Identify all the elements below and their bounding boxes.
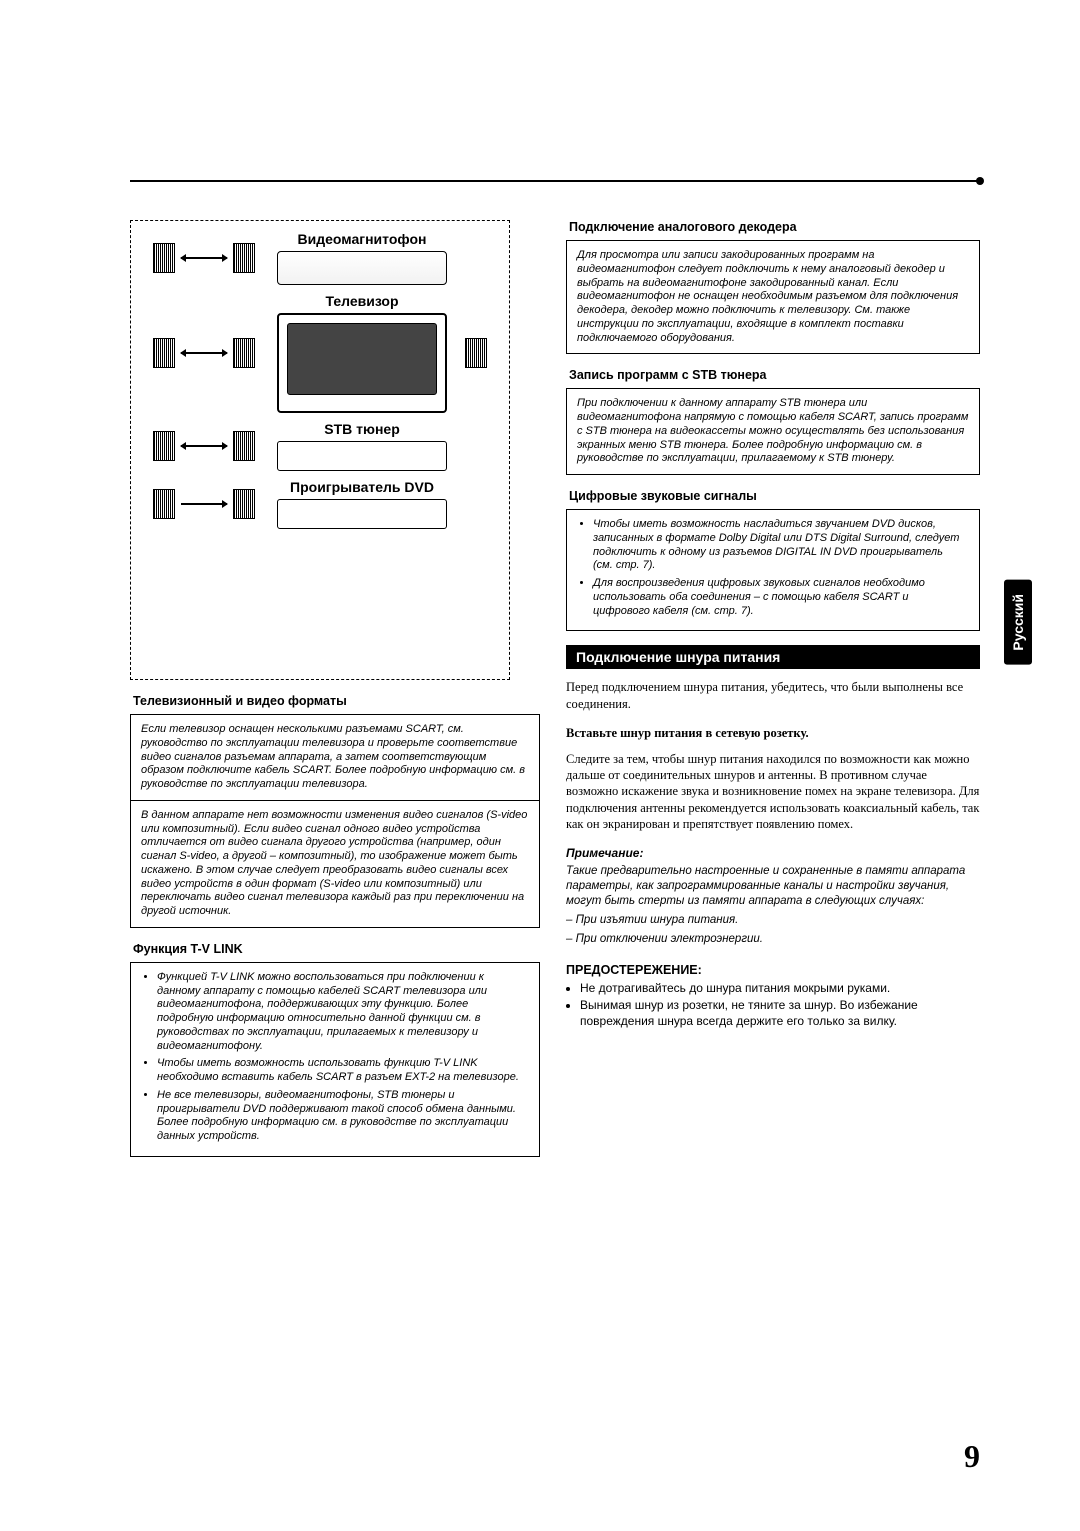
connection-diagram: Видеомагнитофон Телевизор (130, 220, 510, 680)
stb-device-icon (277, 441, 447, 471)
tvlink-title: Функция T-V LINK (133, 942, 540, 956)
scart-icon (233, 431, 255, 461)
digital-audio-bullet-1: Чтобы иметь возможность насладиться звуч… (593, 518, 965, 573)
diagram-label-dvd: Проигрыватель DVD (290, 479, 434, 495)
note-line-2: – При отключении электроэнергии. (566, 932, 980, 947)
tv-formats-note-2: В данном аппарате нет возможности измене… (130, 801, 540, 928)
digital-audio-title: Цифровые звуковые сигналы (569, 489, 980, 503)
scart-icon (233, 489, 255, 519)
note-body: Такие предварительно настроенные и сохра… (566, 864, 980, 909)
tv-formats-title: Телевизионный и видео форматы (133, 694, 540, 708)
vcr-device-icon (277, 251, 447, 285)
power-paragraph-3: Следите за тем, чтобы шнур питания наход… (566, 751, 980, 832)
language-tab: Русский (1004, 580, 1032, 665)
analog-decoder-title: Подключение аналогового декодера (569, 220, 980, 234)
digital-audio-bullet-2: Для воспроизведения цифровых звуковых си… (593, 577, 965, 618)
scart-icon (465, 338, 487, 368)
main-columns: Видеомагнитофон Телевизор (130, 220, 980, 1157)
power-paragraph-2: Вставьте шнур питания в сетевую розетку. (566, 726, 980, 741)
tvlink-bullet-1: Функцией T-V LINK можно воспользоваться … (157, 971, 525, 1054)
warning-list: Не дотрагивайтесь до шнура питания мокры… (566, 981, 980, 1030)
top-rule (130, 180, 980, 182)
note-label: Примечание: (566, 846, 980, 860)
power-section-bar: Подключение шнура питания (566, 645, 980, 669)
tvlink-bullet-2: Чтобы иметь возможность использовать фун… (157, 1057, 525, 1085)
right-column: Подключение аналогового декодера Для про… (566, 220, 980, 1157)
tv-device-icon (277, 313, 447, 413)
page-number: 9 (964, 1438, 980, 1475)
tv-formats-note-1: Если телевизор оснащен несколькими разъе… (130, 714, 540, 801)
note-line-1: – При изъятии шнура питания. (566, 913, 980, 928)
arrow-icon (181, 445, 227, 447)
stb-record-title: Запись программ с STB тюнера (569, 368, 980, 382)
tvlink-box: Функцией T-V LINK можно воспользоваться … (130, 962, 540, 1157)
arrow-icon (181, 257, 227, 259)
diagram-label-stb: STB тюнер (324, 421, 400, 437)
left-column: Видеомагнитофон Телевизор (130, 220, 540, 1157)
stb-record-body: При подключении к данному аппарату STB т… (566, 388, 980, 475)
scart-icon (153, 243, 175, 273)
scart-icon (153, 431, 175, 461)
diagram-label-tv: Телевизор (325, 293, 398, 309)
warning-item-1: Не дотрагивайтесь до шнура питания мокры… (580, 981, 980, 997)
scart-icon (153, 489, 175, 519)
digital-audio-box: Чтобы иметь возможность насладиться звуч… (566, 509, 980, 631)
warning-title: ПРЕДОСТЕРЕЖЕНИЕ: (566, 963, 980, 977)
analog-decoder-body: Для просмотра или записи закодированных … (566, 240, 980, 354)
scart-icon (233, 243, 255, 273)
scart-icon (153, 338, 175, 368)
tvlink-bullet-3: Не все телевизоры, видеомагнитофоны, STB… (157, 1089, 525, 1144)
arrow-icon (181, 352, 227, 354)
diagram-label-vcr: Видеомагнитофон (298, 231, 427, 247)
scart-icon (233, 338, 255, 368)
power-paragraph-1: Перед подключением шнура питания, убедит… (566, 679, 980, 712)
dvd-device-icon (277, 499, 447, 529)
arrow-icon (181, 503, 227, 505)
warning-item-2: Вынимая шнур из розетки, не тяните за шн… (580, 998, 980, 1029)
